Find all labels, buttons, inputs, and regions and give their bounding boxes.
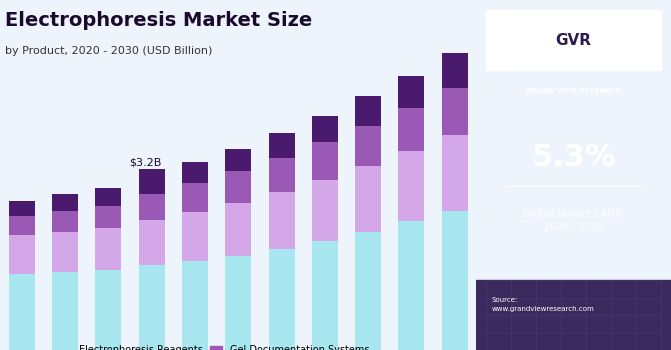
Bar [182, 183, 208, 212]
Bar [52, 232, 78, 272]
Bar [476, 280, 671, 350]
Bar [399, 222, 425, 350]
Bar [9, 236, 35, 274]
Bar [355, 232, 381, 350]
Bar [139, 194, 164, 220]
Bar [268, 133, 295, 158]
Bar [355, 97, 381, 126]
Text: GVR: GVR [556, 33, 592, 48]
Bar [95, 206, 121, 229]
Bar [486, 10, 662, 70]
Bar [442, 135, 468, 211]
Bar [442, 54, 468, 88]
Bar [182, 162, 208, 183]
Bar [225, 203, 251, 256]
Bar [399, 107, 425, 150]
Bar [312, 116, 338, 142]
Bar [268, 192, 295, 249]
Bar [399, 76, 425, 107]
Text: by Product, 2020 - 2030 (USD Billion): by Product, 2020 - 2030 (USD Billion) [5, 46, 212, 56]
Bar [52, 272, 78, 350]
Bar [182, 261, 208, 350]
Bar [355, 126, 381, 166]
Bar [442, 211, 468, 350]
Bar [399, 150, 425, 222]
Bar [312, 180, 338, 241]
Bar [225, 256, 251, 350]
Text: Source:
www.grandviewresearch.com: Source: www.grandviewresearch.com [492, 298, 595, 312]
Bar [9, 216, 35, 236]
Bar [312, 241, 338, 350]
Bar [52, 194, 78, 211]
Bar [9, 274, 35, 350]
Text: Global Market CAGR,
2024 - 2030: Global Market CAGR, 2024 - 2030 [523, 209, 625, 232]
Bar [139, 169, 164, 194]
Bar [268, 249, 295, 350]
Bar [95, 188, 121, 206]
Bar [442, 88, 468, 135]
Text: Electrophoresis Market Size: Electrophoresis Market Size [5, 10, 312, 29]
Bar [225, 172, 251, 203]
Bar [95, 270, 121, 350]
Legend: Electrophoresis Reagents, Electrophoresis Systems, Gel Documentation Systems, So: Electrophoresis Reagents, Electrophoresi… [56, 342, 373, 350]
Bar [312, 142, 338, 180]
Bar [268, 158, 295, 192]
Bar [95, 229, 121, 270]
Bar [139, 265, 164, 350]
Text: $3.2B: $3.2B [129, 157, 161, 167]
Bar [52, 211, 78, 232]
Bar [182, 212, 208, 261]
Bar [225, 148, 251, 172]
Bar [9, 201, 35, 216]
Bar [139, 220, 164, 265]
Bar [355, 166, 381, 232]
Text: GRAND VIEW RESEARCH: GRAND VIEW RESEARCH [526, 88, 621, 94]
Text: 5.3%: 5.3% [531, 143, 616, 172]
